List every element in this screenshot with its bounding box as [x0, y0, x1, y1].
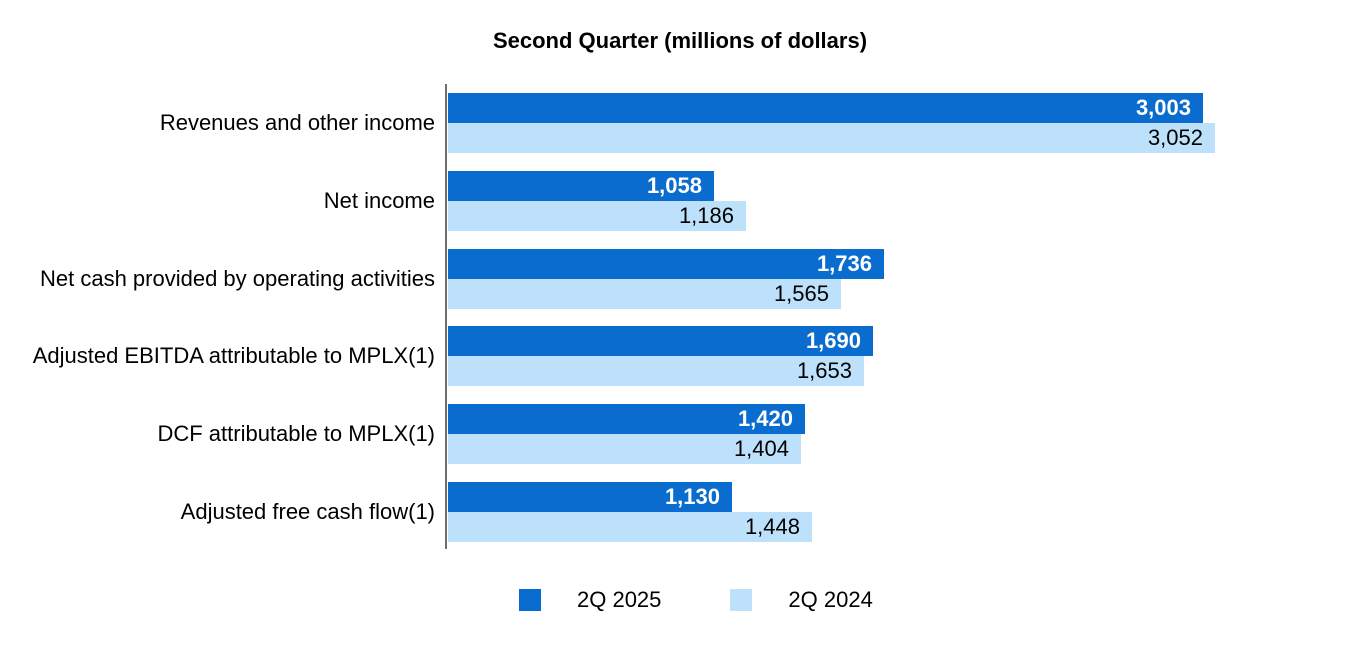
bar-group: Adjusted EBITDA attributable to MPLX(1) 1…	[0, 326, 1215, 387]
y-axis-line	[445, 84, 447, 549]
value-label: 3,052	[1147, 125, 1203, 150]
bar-groups: Revenues and other income 3,003 3,052 Net i…	[0, 93, 1215, 560]
value-label: 1,130	[664, 483, 720, 509]
bar-group: DCF attributable to MPLX(1) 1,420 1,404	[0, 404, 1215, 465]
category-label: Adjusted free cash flow(1)	[180, 498, 435, 524]
bar-pair: 1,690 1,653	[448, 326, 873, 387]
value-label: 1,404	[733, 436, 789, 462]
bar-2q-2024: 1,448	[448, 511, 812, 542]
legend-swatch-2q2025	[519, 589, 541, 611]
bar-2q-2025: 1,736	[448, 248, 884, 279]
value-label: 3,003	[1135, 95, 1191, 120]
category-label: Revenues and other income	[159, 109, 435, 135]
bar-2q-2025: 1,130	[448, 481, 732, 512]
value-label: 1,690	[805, 328, 861, 354]
bar-2q-2024: 3,052	[448, 123, 1215, 153]
value-label: 1,420	[737, 406, 793, 432]
value-label: 1,736	[816, 250, 872, 276]
bar-2q-2024: 1,186	[448, 200, 746, 231]
bar-2q-2025: 3,003	[448, 93, 1203, 123]
bar-2q-2025: 1,420	[448, 404, 805, 435]
bar-2q-2024: 1,653	[448, 356, 864, 387]
legend: 2Q 2025 2Q 2024	[519, 587, 873, 612]
bar-pair: 3,003 3,052	[448, 93, 1215, 153]
category-label: Net income	[323, 187, 435, 213]
bar-2q-2025: 1,058	[448, 170, 714, 201]
chart-title: Second Quarter (millions of dollars)	[492, 28, 868, 53]
value-label: 1,186	[678, 202, 734, 228]
legend-swatch-2q2024	[730, 589, 753, 611]
bar-2q-2025: 1,690	[448, 326, 873, 357]
category-label: Adjusted EBITDA attributable to MPLX(1)	[32, 343, 435, 369]
category-label: Net cash provided by operating activitie…	[40, 265, 435, 291]
bar-pair: 1,420 1,404	[448, 404, 805, 465]
legend-label-2q2024: 2Q 2024	[788, 587, 873, 612]
category-label: DCF attributable to MPLX(1)	[157, 421, 435, 447]
legend-label-2q2025: 2Q 2025	[577, 587, 662, 612]
bar-group: Revenues and other income 3,003 3,052	[0, 93, 1215, 153]
bar-group: Adjusted free cash flow(1) 1,130 1,448	[0, 481, 1215, 542]
bar-pair: 1,058 1,186	[448, 170, 746, 231]
bar-group: Net income 1,058 1,186	[0, 170, 1215, 231]
bar-2q-2024: 1,404	[448, 434, 801, 465]
value-label: 1,058	[646, 172, 702, 198]
value-label: 1,448	[744, 513, 800, 539]
bar-2q-2024: 1,565	[448, 278, 841, 309]
bar-pair: 1,130 1,448	[448, 481, 812, 542]
bar-pair: 1,736 1,565	[448, 248, 884, 309]
value-label: 1,565	[773, 280, 829, 306]
value-label: 1,653	[796, 358, 852, 384]
bar-group: Net cash provided by operating activitie…	[0, 248, 1215, 309]
